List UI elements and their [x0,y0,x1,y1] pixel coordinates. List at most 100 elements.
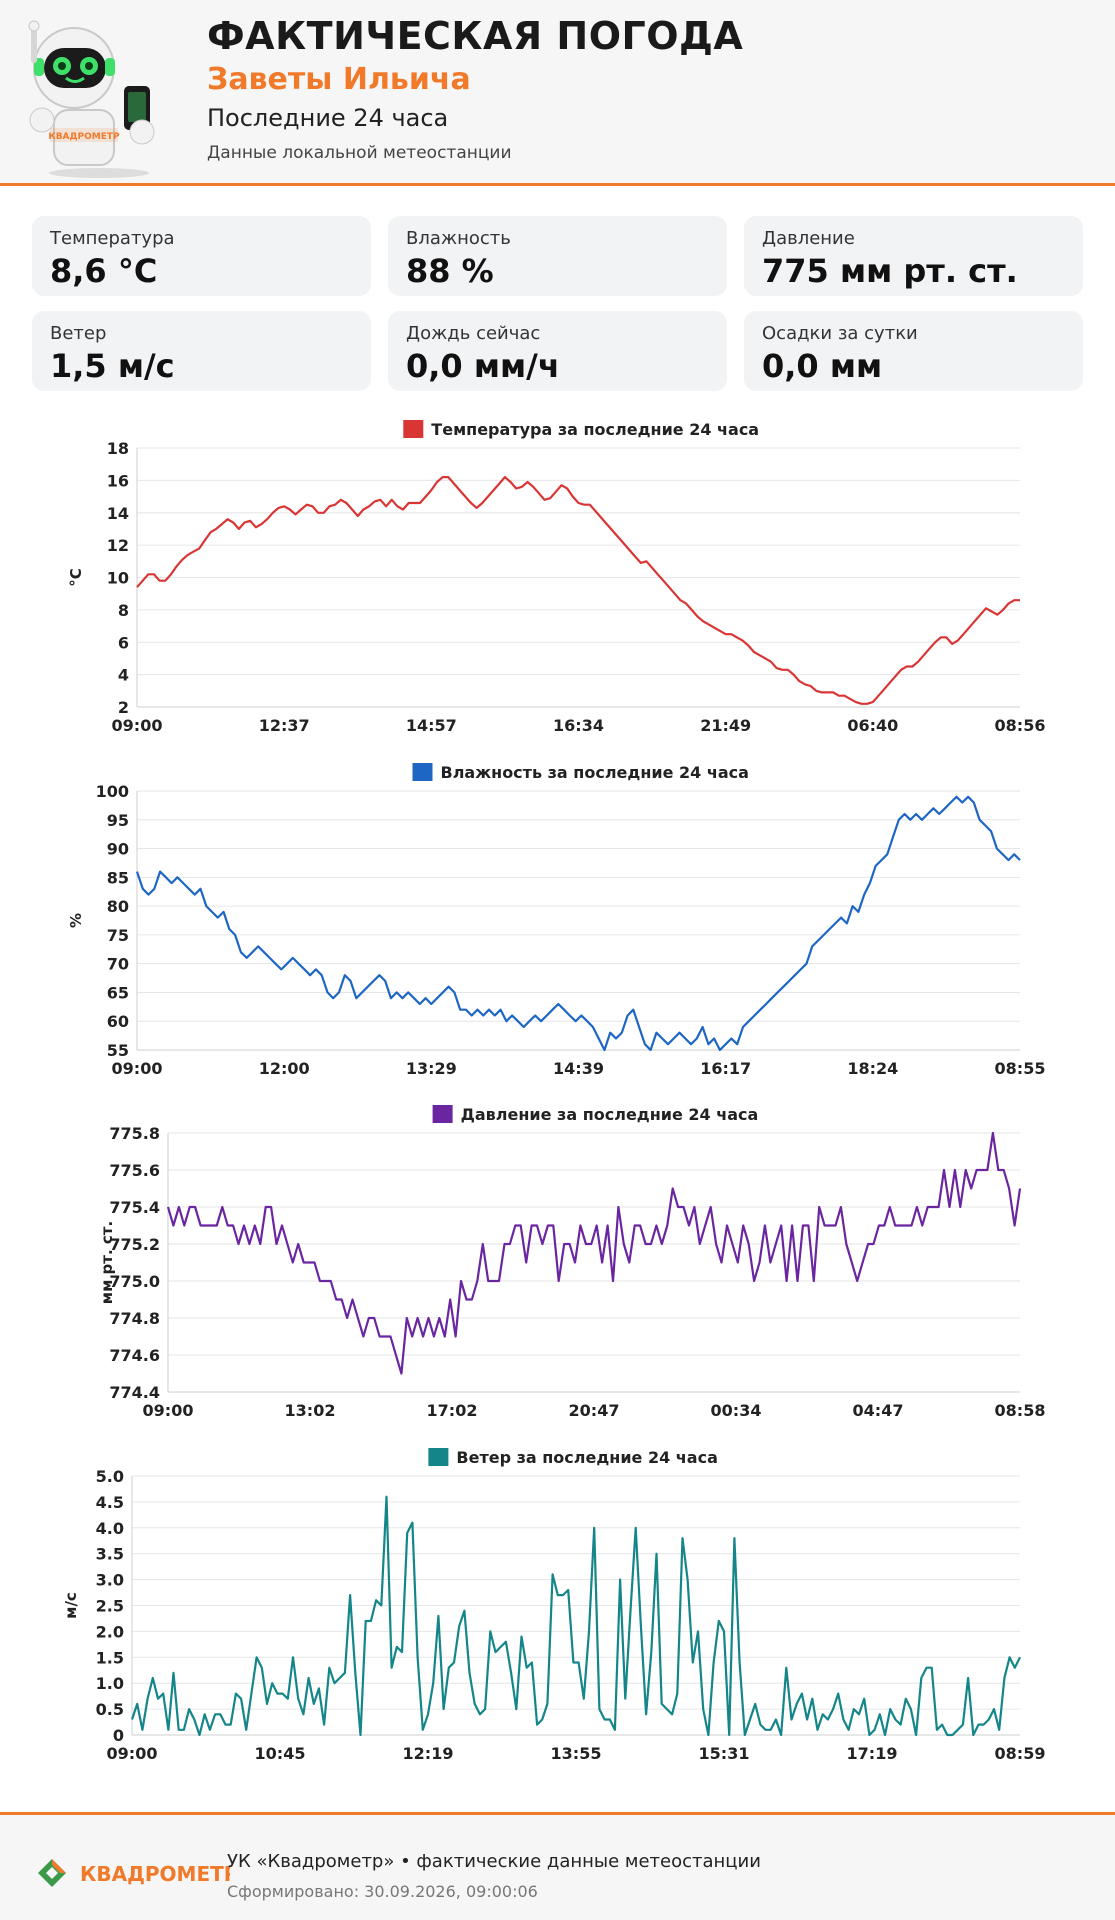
card-value: 0,0 мм/ч [406,347,560,385]
chart-title: Влажность за последние 24 часа [441,763,749,782]
x-tick-label: 09:00 [112,716,163,735]
series-line [136,475,1020,705]
y-tick-label: 16 [107,471,129,490]
y-tick-label: 2.0 [96,1622,124,1641]
card-value: 8,6 °C [50,252,158,290]
x-tick-label: 09:00 [143,1401,194,1420]
y-tick-label: 65 [107,983,129,1002]
mascot-brand-text: КВАДРОМЕТР [48,132,120,142]
y-tick-label: 18 [107,439,129,458]
humidity-chart: Влажность за последние 24 часа 55 60 65 70 75… [67,763,1045,1078]
x-tick-label: 17:19 [847,1744,898,1763]
y-tick-label: 3.0 [96,1571,124,1590]
chart-legend: Температура за последние 24 часа [403,420,759,439]
chart-title: Ветер за последние 24 часа [456,1448,717,1467]
footer-logo-text: КВАДРОМЕТР [80,1862,230,1886]
x-tick-label: 17:02 [427,1401,478,1420]
x-tick-label: 00:34 [711,1401,762,1420]
x-tick-label: 08:59 [995,1744,1046,1763]
card-value: 1,5 м/с [50,347,175,385]
y-tick-label: 80 [107,897,129,916]
chart-title: Давление за последние 24 часа [461,1105,759,1124]
series-line [166,1131,1022,1375]
x-tick-label: 13:02 [285,1401,336,1420]
card-label: Дождь сейчас [406,323,541,344]
legend-swatch [412,763,433,781]
x-tick-label: 09:00 [107,1744,158,1763]
y-axis-label: м/с [62,1592,80,1619]
y-tick-label: 8 [118,601,129,620]
y-tick-label: 4.5 [96,1493,124,1512]
x-tick-label: 18:24 [847,1059,898,1078]
y-tick-label: 100 [96,782,129,801]
x-tick-label: 13:29 [406,1059,457,1078]
card-value: 0,0 мм [762,347,883,385]
y-tick-label: 6 [118,633,129,652]
y-tick-label: 60 [107,1012,129,1031]
y-tick-label: 2.5 [96,1597,124,1616]
card-label: Ветер [50,323,107,344]
x-tick-label: 13:55 [551,1744,602,1763]
y-axis-label: °C [67,568,85,587]
x-tick-label: 12:00 [259,1059,310,1078]
chart-legend: Влажность за последние 24 часа [412,763,749,782]
y-tick-label: 775.2 [109,1235,160,1254]
card-precip-day: Осадки за сутки 0,0 мм [744,311,1083,391]
x-tick-label: 06:40 [847,716,898,735]
period-label: Последние 24 часа [207,104,449,132]
pressure-chart: Давление за последние 24 часа 774.4 774.6 7… [98,1105,1045,1420]
x-tick-label: 04:47 [853,1401,904,1420]
y-tick-label: 85 [107,868,129,887]
x-tick-label: 10:45 [255,1744,306,1763]
y-axis-label: % [67,913,85,928]
card-wind: Ветер 1,5 м/с [32,311,371,391]
y-tick-label: 774.6 [109,1346,160,1365]
y-tick-label: 14 [107,504,129,523]
card-pressure: Давление 775 мм рт. ст. [744,216,1083,296]
x-tick-label: 16:34 [553,716,604,735]
x-tick-label: 14:57 [406,716,457,735]
y-tick-label: 774.8 [109,1309,160,1328]
x-tick-label: 12:19 [403,1744,454,1763]
y-axis-label: мм рт. ст. [98,1221,116,1304]
source-label: Данные локальной метеостанции [207,143,512,163]
card-value: 775 мм рт. ст. [762,252,1018,290]
legend-swatch [428,1448,449,1466]
card-label: Давление [762,228,855,249]
wind-chart: Ветер за последние 24 часа 0 0.5 1.0 1.5 2.0 2… [62,1448,1046,1763]
y-tick-label: 5.0 [96,1467,124,1486]
y-tick-label: 12 [107,536,129,555]
y-tick-label: 774.4 [109,1383,160,1402]
footer-generated: Сформировано: 30.09.2026, 09:00:06 [227,1882,538,1901]
x-tick-label: 20:47 [569,1401,620,1420]
chart-legend: Ветер за последние 24 часа [428,1448,718,1467]
legend-swatch [403,420,424,438]
y-tick-label: 3.5 [96,1545,124,1564]
page-title: ФАКТИЧЕСКАЯ ПОГОДА [207,14,744,58]
chart-title: Температура за последние 24 часа [431,420,759,439]
x-tick-label: 16:17 [700,1059,751,1078]
location-name: Заветы Ильича [207,62,471,97]
x-tick-label: 09:00 [112,1059,163,1078]
x-tick-label: 15:31 [699,1744,750,1763]
footer-main-text: УК «Квадрометр» • фактические данные мет… [227,1851,761,1872]
page-footer: КВАДРОМЕТР УК «Квадрометр» • фактические… [0,1812,1115,1920]
y-tick-label: 1.0 [96,1674,124,1693]
y-tick-label: 775.6 [109,1161,160,1180]
card-temperature: Температура 8,6 °C [32,216,371,296]
card-value: 88 % [406,252,494,290]
x-tick-label: 12:37 [259,716,310,735]
kvadrometr-logo-icon: КВАДРОМЕТР [38,1859,230,1887]
series-line [130,1495,1021,1737]
y-tick-label: 2 [118,698,129,717]
temperature-chart: Температура за последние 24 часа 2 4 6 8 10 12… [67,420,1045,735]
legend-swatch [432,1105,453,1123]
y-tick-label: 0.5 [96,1700,124,1719]
x-tick-label: 14:39 [553,1059,604,1078]
x-tick-label: 21:49 [700,716,751,735]
y-tick-label: 75 [107,926,129,945]
y-tick-label: 95 [107,811,129,830]
y-tick-label: 775.0 [109,1272,160,1291]
y-tick-label: 4 [118,666,129,685]
y-tick-label: 775.4 [109,1198,160,1217]
